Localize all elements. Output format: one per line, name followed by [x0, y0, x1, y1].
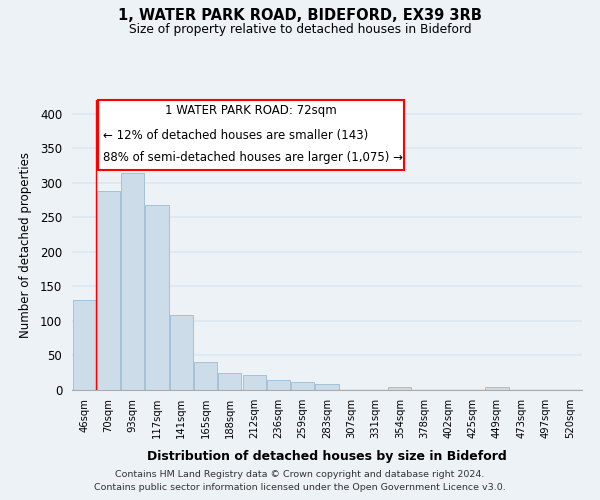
Text: ← 12% of detached houses are smaller (143): ← 12% of detached houses are smaller (14…	[103, 129, 368, 142]
Bar	[170, 314, 193, 390]
Bar	[218, 372, 241, 390]
Text: 88% of semi-detached houses are larger (1,075) →: 88% of semi-detached houses are larger (…	[103, 151, 403, 164]
Bar	[485, 386, 509, 390]
Bar	[194, 362, 217, 390]
Text: Contains public sector information licensed under the Open Government Licence v3: Contains public sector information licen…	[94, 484, 506, 492]
Y-axis label: Number of detached properties: Number of detached properties	[19, 152, 32, 338]
Bar	[242, 375, 266, 390]
FancyBboxPatch shape	[97, 100, 404, 170]
Bar	[121, 173, 144, 390]
Bar	[291, 382, 314, 390]
Text: 1 WATER PARK ROAD: 72sqm: 1 WATER PARK ROAD: 72sqm	[164, 104, 337, 118]
Text: Contains HM Land Registry data © Crown copyright and database right 2024.: Contains HM Land Registry data © Crown c…	[115, 470, 485, 479]
Bar	[97, 191, 120, 390]
Bar	[145, 205, 169, 390]
Bar	[267, 380, 290, 390]
Text: 1, WATER PARK ROAD, BIDEFORD, EX39 3RB: 1, WATER PARK ROAD, BIDEFORD, EX39 3RB	[118, 8, 482, 22]
Text: Size of property relative to detached houses in Bideford: Size of property relative to detached ho…	[128, 22, 472, 36]
Bar	[316, 384, 338, 390]
Bar	[73, 300, 95, 390]
Text: Distribution of detached houses by size in Bideford: Distribution of detached houses by size …	[147, 450, 507, 463]
Bar	[388, 386, 412, 390]
